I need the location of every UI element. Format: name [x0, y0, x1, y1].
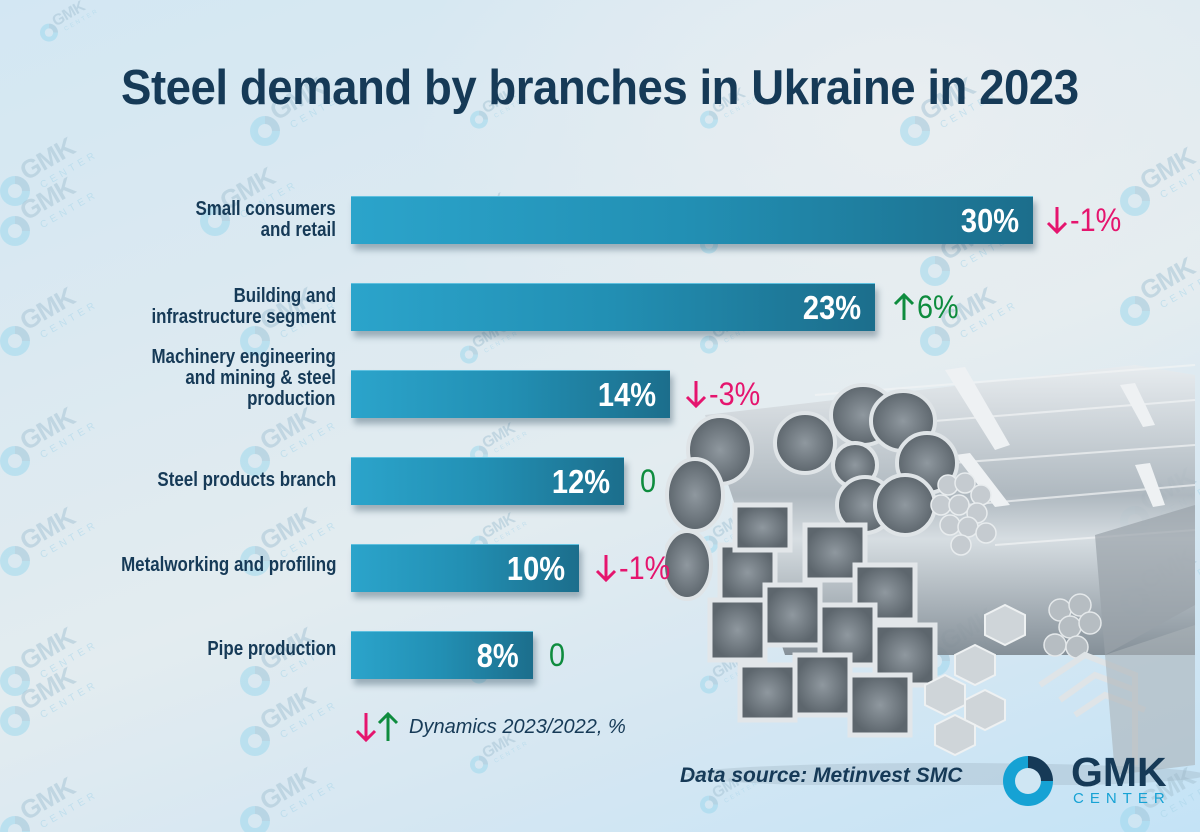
- arrow-down-icon: [685, 381, 707, 409]
- bar-row: Metalworking and profiling 10% -1%: [0, 544, 1200, 592]
- bar-value: 14%: [597, 376, 656, 413]
- logo-main-text: GMK: [1071, 749, 1167, 795]
- bar-label: Small consumers and retail: [170, 199, 336, 241]
- delta-value: -3%: [685, 375, 766, 413]
- chart-title: Steel demand by branches in Ukraine in 2…: [0, 60, 1200, 116]
- bar-label-line: and mining & steel: [185, 367, 336, 389]
- bar-label-line: Pipe production: [207, 638, 336, 660]
- bar: 12%: [351, 457, 624, 505]
- delta-value: 0: [549, 637, 566, 673]
- bar: 8%: [351, 631, 533, 679]
- arrow-down-icon: [595, 555, 617, 583]
- bar-value: 23%: [802, 289, 861, 326]
- bar-value: 12%: [551, 463, 610, 500]
- delta-value: -1%: [595, 549, 676, 587]
- bar-row: Small consumers and retail 30% -1%: [0, 196, 1200, 244]
- bar-label: Steel products branch: [125, 470, 336, 491]
- gmk-center-logo: GMK CENTER: [1003, 750, 1173, 810]
- bar-row: Building and infrastructure segment 23% 6…: [0, 283, 1200, 331]
- bar-label-line: production: [247, 388, 336, 410]
- arrow-up-icon: [893, 292, 915, 320]
- bar-label-line: Steel products branch: [157, 469, 336, 491]
- legend-text: Dynamics 2023/2022, %: [409, 715, 626, 738]
- delta-value: 0: [640, 463, 657, 499]
- bar: 14%: [351, 370, 670, 418]
- bar-label: Pipe production: [184, 639, 336, 660]
- bar-value: 10%: [506, 550, 565, 587]
- chart-title-text: Steel demand by branches in Ukraine in 2…: [121, 61, 1079, 115]
- logo-sub-text: CENTER: [1073, 790, 1171, 807]
- bar-value: 8%: [477, 637, 519, 674]
- bar-label-line: Machinery engineering: [151, 346, 336, 368]
- delta-value: -1%: [1046, 201, 1127, 239]
- bar-row: Pipe production 8% 0: [0, 631, 1200, 679]
- legend: Dynamics 2023/2022, %: [355, 710, 626, 744]
- arrow-down-icon: [1046, 207, 1068, 235]
- bar-label: Building and infrastructure segment: [118, 286, 336, 328]
- bar: 23%: [351, 283, 875, 331]
- bar-label: Metalworking and profiling: [82, 555, 336, 576]
- bar-value: 30%: [960, 202, 1019, 239]
- bar: 30%: [351, 196, 1033, 244]
- logo-ring-icon: [1003, 756, 1053, 806]
- bar-row: Steel products branch 12% 0: [0, 457, 1200, 505]
- bar-label-line: Metalworking and profiling: [120, 554, 337, 576]
- bar-label-line: and retail: [260, 219, 336, 241]
- arrow-down-icon: [355, 713, 377, 743]
- arrow-up-icon: [377, 711, 399, 741]
- delta-value: 6%: [893, 288, 963, 326]
- bar-label-line: Small consumers: [195, 198, 336, 220]
- bar-label-line: Building and: [233, 285, 336, 307]
- bar: 10%: [351, 544, 579, 592]
- bar-label-line: infrastructure segment: [151, 306, 336, 328]
- bar-label: Machinery engineering and mining & steel p…: [118, 347, 336, 410]
- bar-row: Machinery engineering and mining & steel p…: [0, 347, 1200, 418]
- data-source: Data source: Metinvest SMC: [680, 764, 963, 787]
